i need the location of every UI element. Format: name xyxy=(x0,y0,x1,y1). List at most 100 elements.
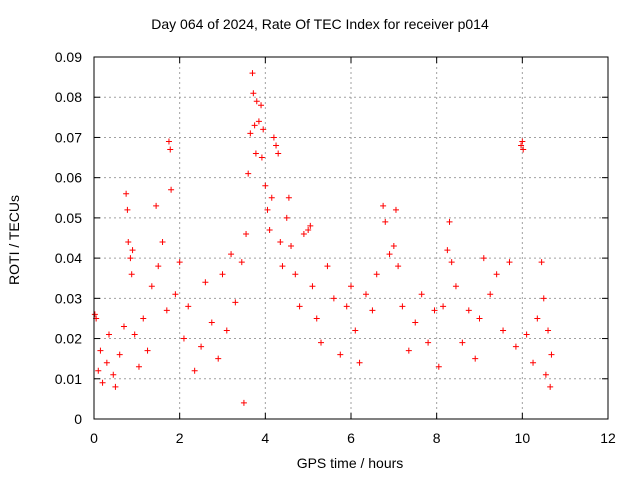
data-point xyxy=(253,98,260,105)
data-point xyxy=(103,359,110,366)
data-point xyxy=(305,226,312,233)
data-point xyxy=(444,247,451,254)
data-point xyxy=(202,279,209,286)
data-point xyxy=(540,295,547,302)
data-point xyxy=(208,319,215,326)
data-point xyxy=(250,90,257,97)
x-tick-label: 0 xyxy=(90,430,98,446)
data-point xyxy=(95,367,102,374)
data-point xyxy=(395,263,402,270)
data-point xyxy=(465,307,472,314)
data-point xyxy=(452,283,459,290)
data-point xyxy=(249,70,256,77)
data-point xyxy=(472,355,479,362)
data-point xyxy=(405,347,412,354)
data-point xyxy=(255,118,262,125)
data-point xyxy=(168,186,175,193)
plot-border xyxy=(93,56,609,420)
data-point xyxy=(251,122,258,129)
data-point xyxy=(148,283,155,290)
data-point xyxy=(258,154,265,161)
data-point xyxy=(258,102,265,109)
x-tick-label: 2 xyxy=(176,430,184,446)
data-point xyxy=(247,130,254,137)
data-point xyxy=(343,303,350,310)
data-point xyxy=(283,214,290,221)
data-point xyxy=(506,259,513,266)
y-tick-label: 0.09 xyxy=(55,49,82,65)
data-point xyxy=(264,206,271,213)
data-point xyxy=(382,218,389,225)
data-point xyxy=(292,271,299,278)
data-point xyxy=(380,202,387,209)
data-point xyxy=(518,142,525,149)
data-point xyxy=(176,259,183,266)
data-point xyxy=(318,339,325,346)
data-point xyxy=(538,259,545,266)
data-point xyxy=(125,239,132,246)
data-point xyxy=(273,142,280,149)
data-point xyxy=(140,315,147,322)
data-point xyxy=(228,251,235,258)
data-point xyxy=(512,343,519,350)
data-point xyxy=(548,351,555,358)
data-point xyxy=(110,371,117,378)
data-point xyxy=(500,327,507,334)
data-point xyxy=(185,303,192,310)
data-point xyxy=(390,243,397,250)
data-point xyxy=(223,327,230,334)
data-point xyxy=(534,315,541,322)
data-point xyxy=(159,239,166,246)
data-point xyxy=(431,307,438,314)
y-tick-label: 0.07 xyxy=(55,129,82,145)
data-point xyxy=(309,283,316,290)
data-point xyxy=(399,303,406,310)
chart-title: Day 064 of 2024, Rate Of TEC Index for r… xyxy=(151,16,489,32)
y-tick-label: 0 xyxy=(74,411,82,427)
y-tick-label: 0.06 xyxy=(55,170,82,186)
data-point xyxy=(448,259,455,266)
data-point xyxy=(99,379,106,386)
data-point xyxy=(243,230,250,237)
data-point xyxy=(362,291,369,298)
data-point xyxy=(440,303,447,310)
data-point xyxy=(131,331,138,338)
data-point xyxy=(288,243,295,250)
data-point xyxy=(245,170,252,177)
data-point xyxy=(120,323,127,330)
data-point xyxy=(296,303,303,310)
data-point xyxy=(277,239,284,246)
data-point xyxy=(128,271,135,278)
data-point xyxy=(270,134,277,141)
data-point xyxy=(476,315,483,322)
data-point xyxy=(369,307,376,314)
data-point xyxy=(153,202,160,209)
data-point xyxy=(219,271,226,278)
data-point xyxy=(167,146,174,153)
data-point xyxy=(155,263,162,270)
data-point xyxy=(275,150,282,157)
data-point xyxy=(123,190,130,197)
data-point xyxy=(252,150,259,157)
data-point xyxy=(493,271,500,278)
data-point xyxy=(459,339,466,346)
data-point xyxy=(198,343,205,350)
data-point xyxy=(480,255,487,262)
data-point xyxy=(392,206,399,213)
x-tick-label: 12 xyxy=(600,430,616,446)
data-point xyxy=(262,182,269,189)
y-tick-label: 0.02 xyxy=(55,331,82,347)
data-point xyxy=(446,218,453,225)
y-tick-label: 0.03 xyxy=(55,290,82,306)
x-tick-label: 6 xyxy=(347,430,355,446)
x-tick-label: 8 xyxy=(433,430,441,446)
data-point xyxy=(127,255,134,262)
data-point xyxy=(144,347,151,354)
data-point xyxy=(300,230,307,237)
data-point xyxy=(124,206,131,213)
data-point xyxy=(129,247,136,254)
data-point xyxy=(435,363,442,370)
y-tick-label: 0.05 xyxy=(55,210,82,226)
data-point xyxy=(523,331,530,338)
